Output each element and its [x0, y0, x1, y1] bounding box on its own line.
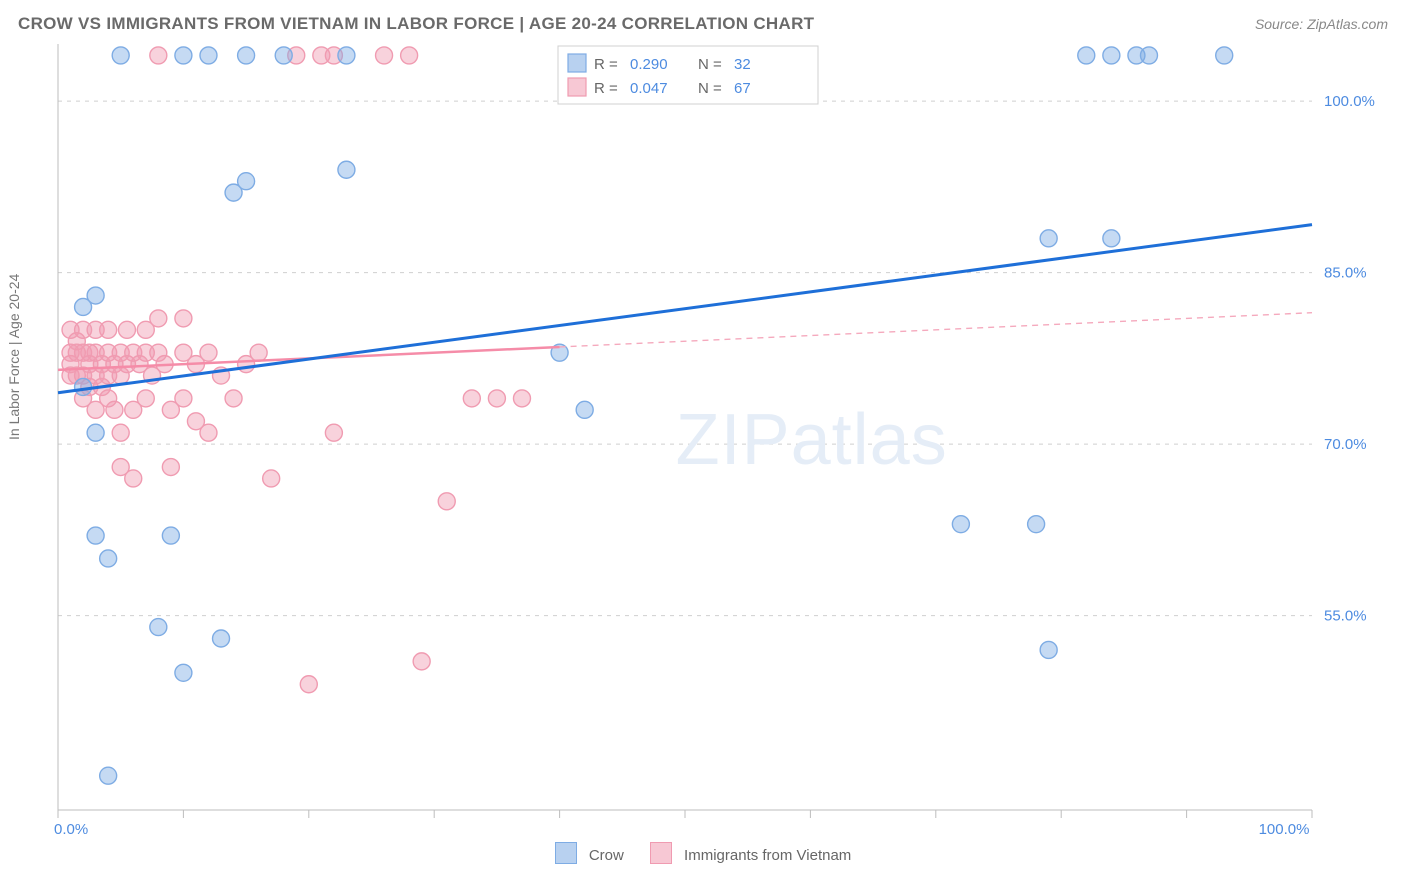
- data-point: [137, 390, 154, 407]
- data-point: [87, 424, 104, 441]
- data-point: [413, 653, 430, 670]
- data-point: [162, 459, 179, 476]
- data-point: [100, 550, 117, 567]
- legend-vietnam-r: 0.047: [630, 80, 668, 97]
- legend-crow-r: 0.290: [630, 56, 668, 73]
- data-point: [118, 321, 135, 338]
- bottom-legend: Crow Immigrants from Vietnam: [0, 842, 1406, 864]
- data-point: [100, 767, 117, 784]
- vietnam-swatch-icon: [568, 78, 586, 96]
- data-point: [513, 390, 530, 407]
- data-point: [213, 630, 230, 647]
- legend-n-label: N =: [698, 80, 722, 97]
- data-point: [87, 527, 104, 544]
- data-point: [263, 470, 280, 487]
- data-point: [112, 424, 129, 441]
- legend-n-label: N =: [698, 56, 722, 73]
- data-point: [175, 390, 192, 407]
- data-point: [376, 47, 393, 64]
- data-point: [125, 470, 142, 487]
- legend-crow-n: 32: [734, 56, 751, 73]
- data-point: [325, 424, 342, 441]
- data-point: [338, 47, 355, 64]
- data-point: [225, 390, 242, 407]
- data-point: [1140, 47, 1157, 64]
- y-tick-label: 100.0%: [1324, 93, 1375, 110]
- data-point: [150, 310, 167, 327]
- page-title: CROW VS IMMIGRANTS FROM VIETNAM IN LABOR…: [18, 14, 814, 34]
- data-point: [438, 493, 455, 510]
- data-point: [200, 344, 217, 361]
- data-point: [1040, 230, 1057, 247]
- data-point: [112, 47, 129, 64]
- legend-item-crow: Crow: [555, 842, 624, 864]
- data-point: [300, 676, 317, 693]
- data-point: [1028, 516, 1045, 533]
- x-tick-label: 100.0%: [1259, 821, 1310, 838]
- legend-r-label: R =: [594, 80, 618, 97]
- data-point: [238, 47, 255, 64]
- data-point: [175, 47, 192, 64]
- data-point: [1216, 47, 1233, 64]
- data-point: [250, 344, 267, 361]
- data-point: [200, 47, 217, 64]
- vietnam-swatch-icon: [650, 842, 672, 864]
- data-point: [401, 47, 418, 64]
- data-point: [175, 664, 192, 681]
- correlation-scatter-chart: 55.0% 70.0% 85.0% 100.0% ZIPatlas 0.0% 100.0% R…: [18, 40, 1388, 840]
- data-point: [1040, 641, 1057, 658]
- legend-r-label: R =: [594, 56, 618, 73]
- data-point: [488, 390, 505, 407]
- data-point: [100, 321, 117, 338]
- x-tick-label: 0.0%: [54, 821, 88, 838]
- data-point: [1103, 230, 1120, 247]
- data-point: [75, 378, 92, 395]
- data-point: [162, 527, 179, 544]
- crow-swatch-icon: [555, 842, 577, 864]
- legend-item-vietnam: Immigrants from Vietnam: [650, 842, 851, 864]
- data-point: [200, 424, 217, 441]
- legend-vietnam-n: 67: [734, 80, 751, 97]
- data-point: [576, 401, 593, 418]
- data-point: [275, 47, 292, 64]
- data-point: [175, 310, 192, 327]
- data-point: [338, 161, 355, 178]
- y-tick-label: 55.0%: [1324, 608, 1367, 625]
- y-tick-label: 70.0%: [1324, 436, 1367, 453]
- watermark: ZIPatlas: [676, 400, 948, 480]
- legend-vietnam-label: Immigrants from Vietnam: [684, 847, 851, 864]
- data-point: [87, 287, 104, 304]
- data-point: [150, 619, 167, 636]
- trend-line-vietnam-extended: [560, 313, 1312, 347]
- data-point: [106, 401, 123, 418]
- data-point: [1078, 47, 1095, 64]
- data-point: [1103, 47, 1120, 64]
- data-point: [150, 47, 167, 64]
- data-point: [952, 516, 969, 533]
- y-axis-label: In Labor Force | Age 20-24: [6, 274, 22, 440]
- data-point: [463, 390, 480, 407]
- data-point: [238, 173, 255, 190]
- source-attribution: Source: ZipAtlas.com: [1255, 16, 1388, 32]
- crow-swatch-icon: [568, 54, 586, 72]
- legend-crow-label: Crow: [589, 847, 624, 864]
- y-tick-label: 85.0%: [1324, 265, 1367, 282]
- trend-line-crow: [58, 225, 1312, 393]
